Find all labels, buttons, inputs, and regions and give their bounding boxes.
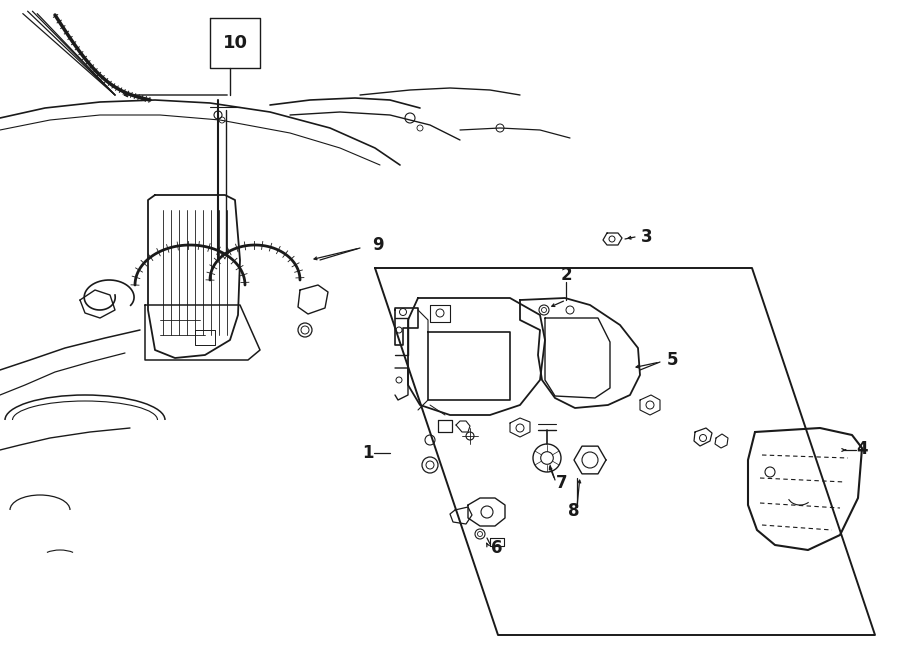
- Text: 4: 4: [856, 440, 868, 458]
- Text: 1: 1: [362, 444, 374, 462]
- Text: 2: 2: [560, 266, 572, 284]
- Text: 9: 9: [373, 236, 383, 254]
- Text: 6: 6: [491, 539, 503, 557]
- Text: 8: 8: [568, 502, 580, 520]
- Text: 10: 10: [222, 34, 248, 52]
- Text: 5: 5: [666, 351, 678, 369]
- Text: 3: 3: [641, 228, 652, 246]
- Text: 7: 7: [556, 474, 568, 492]
